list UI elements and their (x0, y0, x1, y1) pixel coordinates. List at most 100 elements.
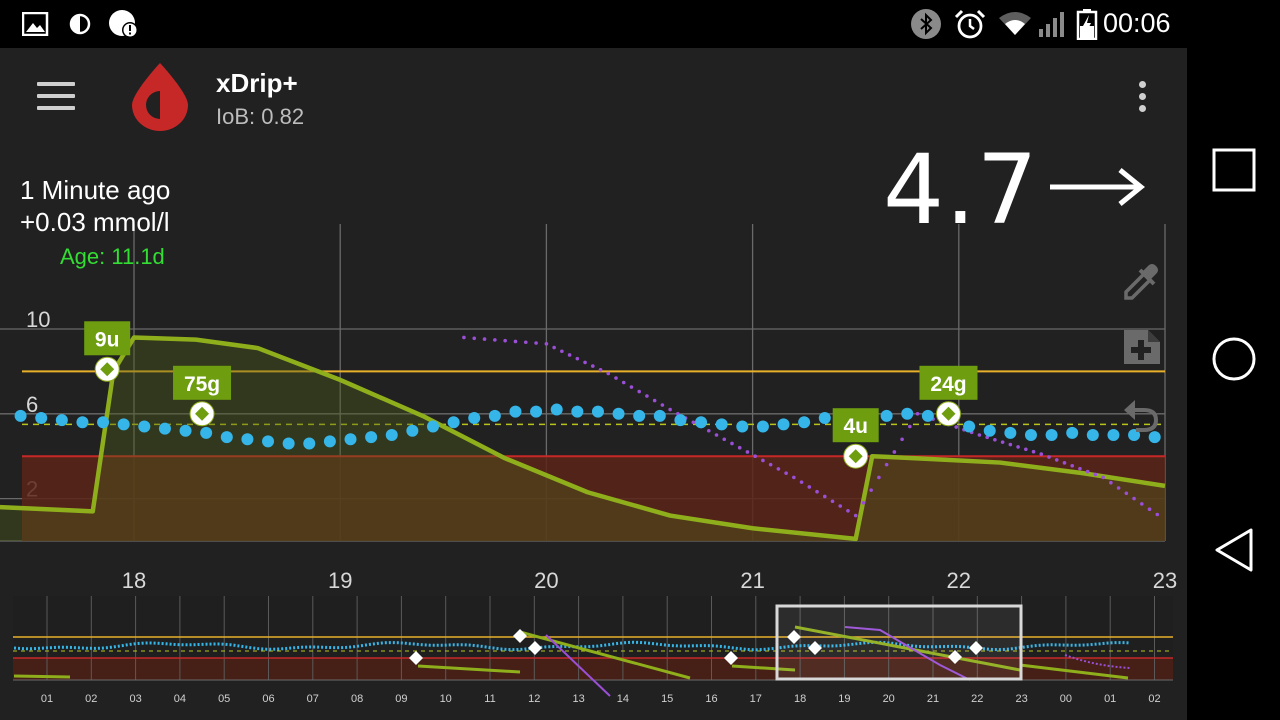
prediction-point (1031, 449, 1036, 454)
prediction-point (846, 508, 850, 513)
prediction-point (706, 428, 711, 433)
main-content: 18192021222310629u75g4u24g 0102030405060… (0, 134, 1187, 720)
prediction-point (583, 360, 587, 365)
more-vert-icon[interactable] (1139, 81, 1147, 115)
bg-reading-point (303, 437, 316, 450)
bg-reading-point (1024, 429, 1037, 441)
sensor-age-text: Age: 11.1d (60, 244, 165, 269)
bg-reading-point (447, 416, 460, 429)
prediction-point (621, 380, 626, 385)
prediction-point (1116, 486, 1121, 490)
preview-treatment-icon (787, 630, 801, 644)
note-add-icon[interactable] (1122, 328, 1162, 366)
wifi-icon (999, 12, 1031, 35)
preview-tick-label: 14 (617, 693, 629, 705)
home-button[interactable] (1211, 336, 1257, 382)
preview-prediction (1064, 654, 1131, 669)
prediction-point (645, 394, 649, 398)
x-tick-label: 23 (1153, 568, 1177, 593)
prediction-point (660, 403, 665, 407)
prediction-point (482, 337, 487, 341)
prediction-point (993, 437, 997, 442)
preview-tick-label: 04 (174, 693, 186, 705)
prediction-point (838, 504, 843, 508)
prediction-point (523, 340, 528, 345)
undo-icon[interactable] (1122, 396, 1160, 432)
bg-reading-point (695, 416, 708, 429)
prediction-point (1062, 461, 1067, 465)
bg-reading-point (158, 422, 171, 435)
bg-reading-point (1148, 431, 1161, 444)
preview-tick-label: 21 (927, 693, 939, 705)
bg-reading-point (736, 420, 749, 433)
prediction-point (513, 339, 518, 344)
preview-treatment-icon (808, 641, 822, 655)
preview-tick-label: 06 (262, 693, 274, 705)
preview-chart[interactable]: 01 02 03 04 05 06 07 08 09 10 11 12 13 14 15 16 17 18 19 20… (0, 590, 1187, 720)
bg-reading-point (1107, 429, 1120, 441)
preview-treatment-icon (528, 641, 542, 655)
prediction-point (1147, 507, 1152, 512)
bg-reading-point (468, 412, 481, 425)
prediction-point (861, 501, 866, 505)
bg-reading-point (55, 414, 68, 427)
preview-tick-label: 08 (351, 693, 363, 705)
prediction-point (1109, 480, 1113, 485)
bg-reading-point (220, 431, 233, 444)
preview-iob-segment (13, 674, 71, 679)
iob-subtitle: IoB: 0.82 (216, 104, 305, 129)
preview-tick-label: 13 (572, 693, 584, 705)
bg-reading-point (282, 437, 295, 450)
prediction-point (493, 338, 497, 342)
bg-reading-point (1045, 429, 1058, 441)
treatment-diamond-icon (100, 362, 115, 377)
preview-low-band (13, 658, 1173, 680)
preview-tick-label: 10 (440, 693, 452, 705)
bg-reading-value: 4.7 (883, 134, 1039, 246)
preview-iob-segment (519, 630, 691, 680)
prediction-point (629, 385, 634, 389)
bluetooth-icon (911, 9, 941, 39)
x-tick-label: 18 (122, 568, 146, 593)
navigation-bar (1187, 0, 1280, 720)
treatment-label-bg (84, 321, 131, 356)
recents-button[interactable] (1211, 148, 1257, 192)
preview-treatment-icon (724, 651, 738, 665)
prediction-point (1047, 455, 1051, 459)
bg-reading-point (365, 431, 378, 444)
bg-reading-point (901, 407, 914, 420)
prediction-point (792, 475, 796, 480)
bg-reading-point (715, 418, 728, 431)
bg-reading-point (1128, 429, 1141, 441)
eyedropper-icon[interactable] (1120, 260, 1164, 304)
preview-treatment-icon (969, 641, 983, 655)
app-bar: xDrip+ IoB: 0.82 (0, 48, 1187, 144)
bg-reading-point (880, 409, 893, 422)
hamburger-menu-icon[interactable] (37, 82, 75, 110)
prediction-point (1124, 491, 1129, 496)
bg-reading-point (798, 416, 811, 429)
bg-reading-point (344, 433, 357, 446)
bg-reading-point (179, 424, 192, 437)
alert-icon (109, 10, 138, 38)
bg-reading-point (571, 405, 584, 418)
prediction-point (815, 489, 819, 494)
preview-treatment-icon (513, 629, 527, 643)
bg-reading-point (406, 424, 419, 437)
prediction-point (884, 462, 889, 467)
bg-reading-point (426, 420, 439, 433)
preview-tick-label: 12 (528, 693, 540, 705)
blood-drop-icon[interactable] (130, 61, 190, 131)
preview-tick-label: 03 (129, 693, 141, 705)
bg-reading-point (97, 416, 110, 429)
back-button[interactable] (1213, 526, 1255, 574)
preview-tick-label: 16 (705, 693, 717, 705)
y-tick-label: 6 (26, 392, 38, 417)
bg-chart[interactable]: 18192021222310629u75g4u24g (0, 144, 1187, 596)
prediction-point (552, 345, 556, 350)
prediction-point (900, 437, 904, 442)
bg-reading-point (509, 405, 522, 418)
preview-tick-label: 02 (85, 693, 97, 705)
preview-treatment-icon (948, 650, 962, 664)
prediction-point (753, 454, 757, 459)
